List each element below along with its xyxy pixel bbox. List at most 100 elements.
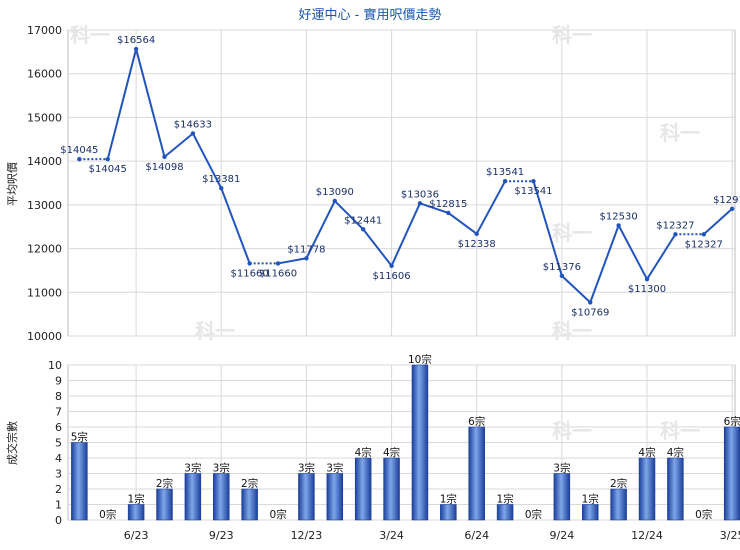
watermark: 科一 [552, 221, 592, 245]
volume-bar-label: 4宗 [355, 446, 372, 459]
price-point-label: $14633 [174, 119, 212, 130]
volume-bar-label: 4宗 [667, 446, 684, 459]
price-point-label: $12441 [344, 215, 382, 226]
price-point-label: $12910 [713, 195, 740, 206]
price-point-label: $12327 [685, 239, 723, 250]
volume-bar-label: 0宗 [269, 508, 286, 521]
price-point [133, 46, 139, 52]
price-line-segment [703, 208, 733, 236]
price-point [729, 206, 735, 211]
volume-bar [156, 488, 173, 521]
volume-bar [127, 504, 145, 521]
price-y-tick: 13000 [27, 199, 62, 212]
volume-bar-label: 5宗 [71, 431, 88, 444]
price-y-tick: 15000 [27, 111, 62, 124]
price-point [588, 300, 593, 305]
volume-bar-label: 0宗 [525, 508, 542, 521]
chart-title: 好運中心 - 實用呎價走勢 [299, 7, 442, 23]
price-point [673, 232, 678, 237]
volume-bar-label: 1宗 [128, 493, 145, 506]
price-line-segment [561, 275, 591, 304]
volume-bar-label: 2宗 [610, 477, 627, 490]
price-point [502, 179, 508, 184]
price-point-label: $14045 [60, 145, 98, 156]
price-line-segment [191, 133, 223, 189]
price-y-tick: 17000 [27, 24, 62, 37]
price-line-segment [589, 225, 620, 303]
price-point [275, 261, 281, 266]
price-point [531, 179, 536, 184]
volume-bar-label: 0宗 [695, 508, 712, 521]
volume-y-tick: 8 [55, 390, 62, 403]
volume-bar-label: 3宗 [553, 462, 570, 475]
volume-bar [354, 457, 372, 521]
price-y-tick: 11000 [27, 286, 62, 299]
volume-y-tick: 6 [55, 421, 62, 434]
volume-bar-label: 2宗 [241, 477, 258, 490]
price-line-segment [646, 233, 677, 280]
price-point [474, 231, 479, 236]
price-line-segment [362, 228, 393, 267]
price-line-segment [277, 257, 307, 265]
volume-bar-label: 3宗 [184, 462, 201, 475]
price-point-label: $11300 [628, 284, 666, 295]
price-points: $14045 $14045 $16564 $14098 $14633 $13381 $116… [60, 35, 740, 318]
price-point-label: $11376 [543, 262, 581, 273]
price-line-segment [475, 180, 506, 235]
volume-y-tick: 9 [55, 375, 62, 388]
x-tick-label: 9/24 [550, 529, 575, 542]
volume-bar [326, 473, 344, 521]
x-tick-label: 3/25 [720, 529, 740, 542]
volume-bar [213, 473, 230, 521]
volume-y-axis-label: 成交宗數 [5, 421, 19, 465]
price-line-segment [390, 202, 421, 267]
price-point-label: $11778 [287, 244, 325, 255]
volume-y-tick: 5 [55, 437, 62, 450]
price-point-label: $13541 [486, 167, 524, 178]
x-tick-label: 6/23 [124, 529, 149, 542]
volume-bar-label: 3宗 [298, 462, 315, 475]
price-y-tick: 14000 [27, 155, 62, 168]
price-point-label: $13381 [202, 174, 240, 185]
watermark: 科一 [552, 319, 592, 343]
volume-y-tick: 10 [48, 359, 62, 372]
volume-y-tick: 0 [55, 514, 62, 527]
volume-bar [581, 504, 599, 521]
price-line-segment [447, 212, 478, 235]
price-point-label: $13036 [401, 189, 439, 200]
volume-bar-label: 2宗 [156, 477, 173, 490]
volume-bar-label: 1宗 [497, 493, 514, 506]
watermark: 科一 [70, 23, 110, 47]
volume-bar-label: 6宗 [724, 415, 740, 428]
volume-bar [468, 426, 485, 521]
price-line-segment [163, 132, 194, 158]
price-point-label: $14045 [89, 164, 127, 175]
price-point [389, 263, 394, 268]
price-point [644, 276, 650, 282]
watermark: 科一 [552, 23, 592, 47]
price-point-label: $12530 [600, 211, 638, 222]
price-point [77, 156, 82, 162]
volume-bar [184, 473, 202, 521]
volume-bar-label: 6宗 [468, 415, 485, 428]
price-point-label: $13090 [316, 187, 354, 198]
x-tick-label: 12/24 [631, 529, 663, 542]
price-point-label: $11660 [231, 268, 269, 279]
volume-bar [496, 504, 514, 521]
price-point-label: $10769 [571, 307, 609, 318]
price-point [332, 198, 337, 204]
price-point [701, 232, 706, 237]
x-tick-label: 9/23 [209, 529, 234, 542]
x-tick-label: 12/23 [291, 529, 323, 542]
volume-bar [553, 473, 571, 521]
price-line-segment [106, 48, 138, 160]
volume-bar-label: 4宗 [638, 446, 655, 459]
price-y-tick: 16000 [27, 68, 62, 81]
price-line-segment [617, 224, 648, 280]
volume-y-tick: 2 [55, 483, 62, 496]
volume-bar [723, 426, 740, 521]
price-point [105, 156, 110, 162]
price-point [616, 223, 621, 228]
price-gridlines [67, 29, 736, 337]
